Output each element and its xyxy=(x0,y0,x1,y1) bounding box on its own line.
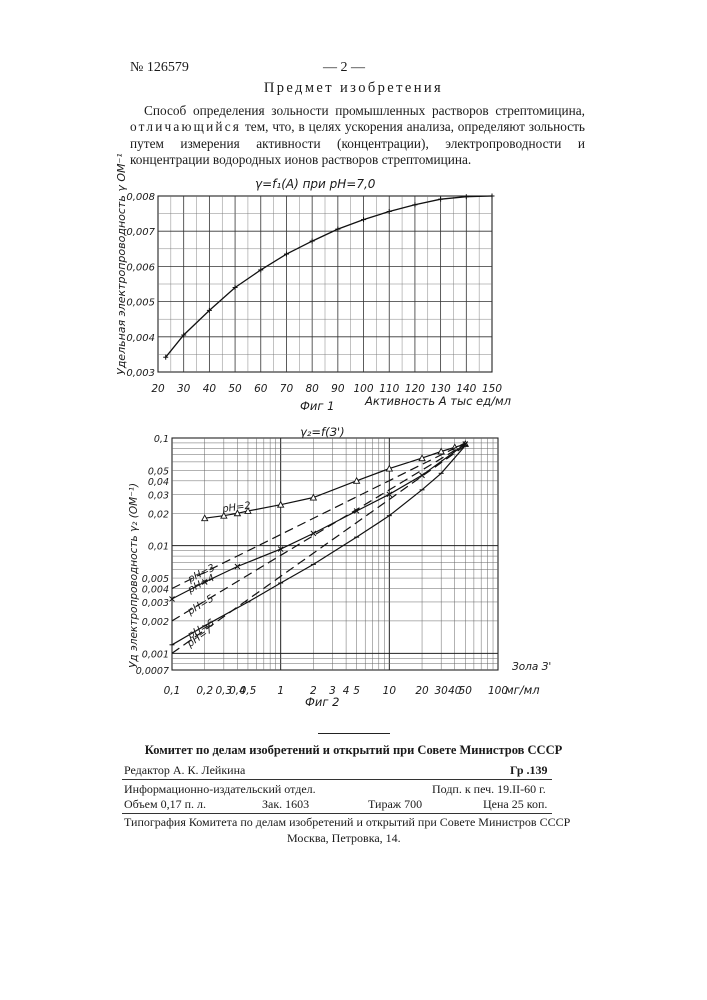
fig1-y-tick: 0,007 xyxy=(126,227,155,238)
fig2-x-tick: 1 xyxy=(277,685,284,697)
fig1-y-tick: 0,008 xyxy=(126,192,155,203)
fig2-x-tick: 5 xyxy=(353,685,360,697)
fig1-x-tick: 30 xyxy=(177,383,191,395)
fig1-y-tick: 0,003 xyxy=(126,368,155,379)
fig1-plot xyxy=(163,194,494,360)
figure-2: 0,10,20,30,40,5123451020304050100 0,0007… xyxy=(128,425,551,709)
fig1-y-tick: 0,006 xyxy=(126,262,155,273)
fig1-x-tick: 90 xyxy=(331,383,345,395)
fig2-y-label: Уд электропроводность γ₂ (ОМ⁻¹) xyxy=(128,483,140,668)
fig1-x-tick: 60 xyxy=(254,383,268,395)
fig2-frame xyxy=(172,438,498,670)
fig1-x-tick: 70 xyxy=(280,383,294,395)
fig2-y-tick: 0,05 xyxy=(148,466,169,477)
fig1-x-tick: 50 xyxy=(228,383,242,395)
price-line: Цена 25 коп. xyxy=(483,797,547,812)
fig2-series-line xyxy=(172,444,465,599)
fig2-y-tick: 0,03 xyxy=(148,490,169,501)
print-run-line: Тираж 700 xyxy=(368,797,422,812)
fig1-x-tick: 80 xyxy=(305,383,319,395)
fig2-series-label: pH=5 xyxy=(185,593,216,618)
volume-line: Объем 0,17 п. л. xyxy=(124,797,206,812)
fig2-y-tick: 0,04 xyxy=(148,477,169,488)
fig2-x-tick: 50 xyxy=(459,685,473,697)
fig2-y-tick: 0,01 xyxy=(148,542,169,553)
footer-rule xyxy=(318,733,390,734)
fig1-y-tick: 0,004 xyxy=(126,333,155,344)
dept-line: Информационно-издательский отдел. xyxy=(124,782,316,797)
fig1-y-ticks: 0,003 0,004 0,005 0,006 0,007 0,008 xyxy=(126,192,155,379)
fig2-y-tick: 0,0007 xyxy=(136,666,169,677)
fig1-x-label: Активность А тыс ед/мл xyxy=(364,394,512,408)
fig1-x-tick: 20 xyxy=(151,383,165,395)
fig2-x-tick: 20 xyxy=(415,685,429,697)
fig2-x-axis-name: Зола З' xyxy=(512,661,551,673)
fig2-y-tick: 0,1 xyxy=(154,434,169,445)
order-line: Зак. 1603 xyxy=(262,797,309,812)
fig2-grid xyxy=(172,438,498,670)
fig2-caption: Фиг 2 xyxy=(305,695,339,709)
fig2-x-unit: мг/мл xyxy=(505,683,540,697)
fig1-title: γ=f₁(A) при pH=7,0 xyxy=(255,177,376,191)
fig2-y-tick: 0,001 xyxy=(142,649,169,660)
footer-rule-2 xyxy=(122,813,552,814)
fig2-plot: pH=2pH=3pH=4pH=5pH=6pH=7 xyxy=(170,441,469,653)
fig2-x-tick: 0,1 xyxy=(164,685,181,697)
fig1-x-tick: 40 xyxy=(203,383,217,395)
fig2-y-ticks: 0,0007 0,001 0,002 0,003 0,0040,005 0,01 0,02 0… xyxy=(136,434,169,677)
printer-line: Типография Комитета по делам изобретений… xyxy=(124,815,570,830)
fig2-y-tick: 0,004 xyxy=(142,585,169,596)
fig1-y-label: Удельная электропроводность γ ОМ⁻¹ xyxy=(115,153,128,375)
fig2-y-tick: 0,02 xyxy=(148,509,169,520)
fig1-grid xyxy=(158,196,492,372)
fig1-curve xyxy=(166,196,492,357)
fig1-y-tick: 0,005 xyxy=(126,298,155,309)
fig2-x-tick: 10 xyxy=(383,685,397,697)
footer-rule-1 xyxy=(122,779,552,780)
fig2-series-line xyxy=(172,443,465,589)
figures-svg: 2030405060708090100110120130140150 0,003… xyxy=(0,0,707,730)
fig2-x-tick: 0,2 xyxy=(196,685,213,697)
fig2-title: γ₂=f(З') xyxy=(300,425,345,439)
fig2-x-tick: 0,5 xyxy=(240,685,257,697)
signed-line: Подп. к печ. 19.II-60 г. xyxy=(432,782,546,797)
fig2-x-tick: 4 xyxy=(343,685,350,697)
figure-1: 2030405060708090100110120130140150 0,003… xyxy=(115,153,512,413)
fig2-x-tick: 30 xyxy=(434,685,448,697)
fig2-y-tick: 0,002 xyxy=(142,617,169,628)
group-number: Гр .139 xyxy=(510,763,548,778)
fig2-y-tick: 0,003 xyxy=(142,598,169,609)
address-line: Москва, Петровка, 14. xyxy=(287,831,401,846)
fig1-caption: Фиг 1 xyxy=(300,399,334,413)
editor-line: Редактор А. К. Лейкина xyxy=(124,763,245,778)
fig2-y-tick: 0,005 xyxy=(142,574,169,585)
committee-heading: Комитет по делам изобретений и открытий … xyxy=(0,743,707,758)
